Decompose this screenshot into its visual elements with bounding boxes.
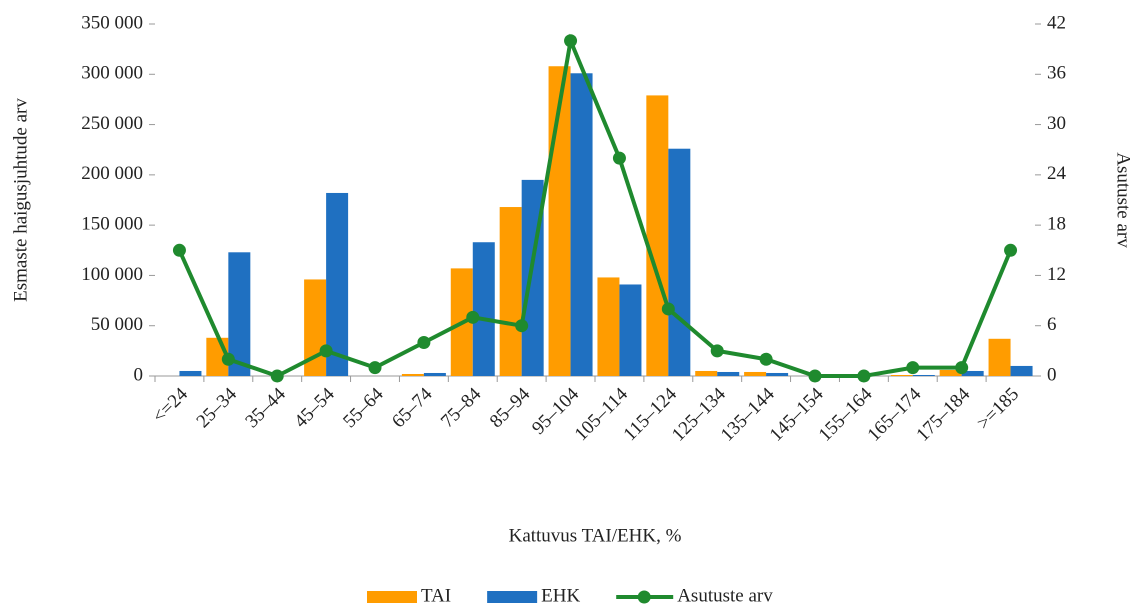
x-tick-label: 65–74 (388, 383, 437, 432)
bar (472, 242, 495, 376)
bar (695, 370, 718, 376)
bar (570, 73, 593, 376)
x-tick-label: 85–94 (486, 383, 535, 432)
bar (988, 338, 1011, 376)
marker (172, 243, 186, 257)
x-tick-label: 75–84 (437, 383, 486, 432)
marker (661, 302, 675, 316)
marker (759, 352, 773, 366)
marker (857, 369, 871, 383)
bar (646, 95, 669, 377)
legend-swatch (367, 591, 417, 603)
y2-tick-label: 18 (1047, 214, 1066, 235)
x-tick-label: 55–64 (339, 383, 388, 432)
marker (417, 335, 431, 349)
bar (744, 371, 767, 376)
y2-tick-label: 42 (1047, 12, 1066, 33)
y-axis-title: Esmaste haigusjuhtude arv (10, 98, 31, 302)
x-tick-label: 175–184 (912, 383, 974, 445)
marker (221, 352, 235, 366)
bar (939, 369, 962, 376)
marker (710, 344, 724, 358)
marker (368, 361, 382, 375)
marker (515, 319, 529, 333)
bar (717, 371, 740, 376)
y-tick-label: 50 000 (91, 314, 143, 335)
y-tick-label: 100 000 (81, 264, 143, 285)
y-tick-label: 350 000 (81, 12, 143, 33)
y2-tick-label: 0 (1047, 364, 1057, 385)
legend-swatch (637, 590, 651, 604)
bar (401, 373, 424, 376)
x-tick-label: 35–44 (241, 383, 290, 432)
bar (326, 192, 349, 376)
y2-tick-label: 6 (1047, 314, 1057, 335)
marker (564, 34, 578, 48)
line (177, 33, 1013, 379)
bar (228, 252, 251, 376)
marker (955, 361, 969, 375)
y2-tick-label: 12 (1047, 264, 1066, 285)
marker (1004, 243, 1018, 257)
y-tick-label: 200 000 (81, 163, 143, 184)
legend-label: Asutuste arv (677, 585, 773, 606)
x-tick-label: 155–164 (815, 383, 877, 445)
y-tick-label: 150 000 (81, 214, 143, 235)
marker (906, 361, 920, 375)
bar (912, 374, 935, 376)
y-tick-label: 0 (134, 364, 144, 385)
x-axis-title: Kattuvus TAI/EHK, % (509, 525, 682, 546)
x-tick-label: 125–134 (668, 383, 730, 445)
bar (499, 207, 522, 376)
x-tick-label: 165–174 (864, 383, 926, 445)
bar (766, 372, 789, 376)
bar (668, 148, 691, 376)
y2-tick-label: 24 (1047, 163, 1067, 184)
x-tick-label: 25–34 (193, 383, 242, 432)
y2-tick-label: 30 (1047, 113, 1066, 134)
legend-swatch (487, 591, 538, 603)
bar (179, 370, 202, 376)
marker (466, 310, 480, 324)
y-tick-label: 250 000 (81, 113, 143, 134)
bar (890, 374, 913, 376)
x-tick-label: >=185 (973, 384, 1023, 434)
marker (270, 369, 284, 383)
bar (1010, 365, 1033, 376)
y2-tick-label: 36 (1047, 63, 1066, 84)
marker (319, 344, 333, 358)
bar (961, 370, 984, 376)
x-tick-label: 135–144 (717, 383, 779, 445)
bar (597, 277, 620, 376)
x-tick-label: 145–154 (766, 383, 828, 445)
y2-axis-title: Asutuste arv (1113, 152, 1134, 248)
x-tick-label: 105–114 (571, 383, 633, 445)
x-tick-label: <=24 (149, 383, 193, 427)
marker (612, 151, 626, 165)
y-tick-label: 300 000 (81, 63, 143, 84)
bar (423, 372, 446, 376)
legend-label: EHK (541, 585, 580, 606)
marker (808, 369, 822, 383)
legend-label: TAI (421, 585, 451, 606)
bar (619, 284, 642, 376)
x-tick-label: 45–54 (290, 383, 339, 432)
